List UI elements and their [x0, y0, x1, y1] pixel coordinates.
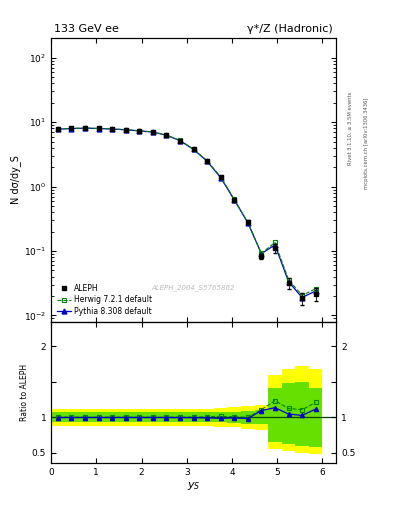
- Text: mcplots.cern.ch [arXiv:1306.3436]: mcplots.cern.ch [arXiv:1306.3436]: [364, 98, 369, 189]
- Text: ALEPH_2004_S5765862: ALEPH_2004_S5765862: [152, 284, 235, 291]
- Text: γ*/Z (Hadronic): γ*/Z (Hadronic): [248, 24, 333, 34]
- Y-axis label: N dσ/dy_S: N dσ/dy_S: [10, 156, 21, 204]
- Text: 133 GeV ee: 133 GeV ee: [54, 24, 119, 34]
- Text: Rivet 3.1.10, ≥ 3.5M events: Rivet 3.1.10, ≥ 3.5M events: [348, 91, 353, 165]
- Legend: ALEPH, Herwig 7.2.1 default, Pythia 8.308 default: ALEPH, Herwig 7.2.1 default, Pythia 8.30…: [55, 282, 154, 318]
- Y-axis label: Ratio to ALEPH: Ratio to ALEPH: [20, 364, 29, 421]
- X-axis label: $y_S$: $y_S$: [187, 480, 200, 492]
